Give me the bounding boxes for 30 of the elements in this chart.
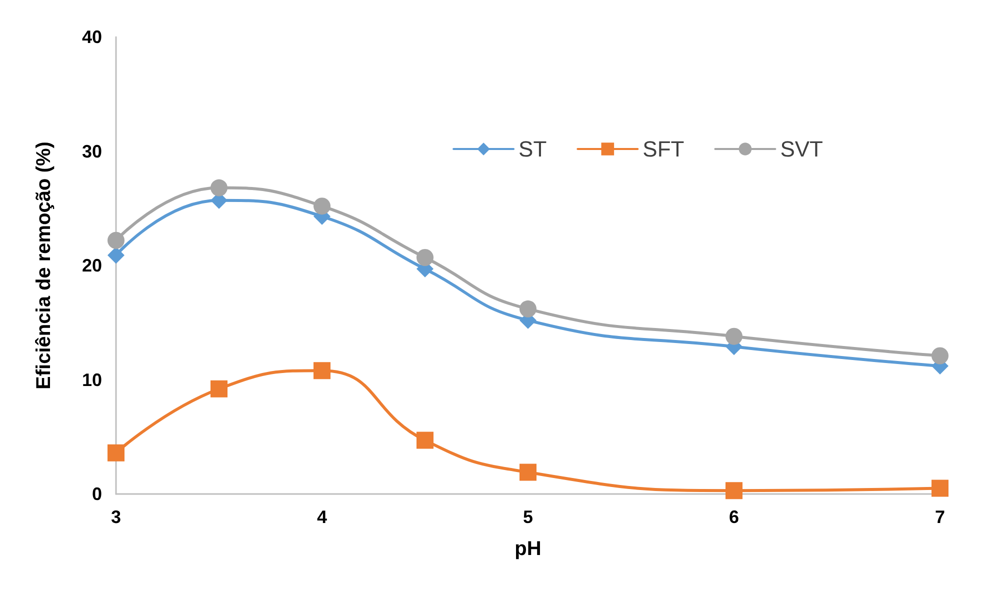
y-tick-label: 0 — [92, 484, 102, 504]
y-tick-label: 40 — [82, 27, 102, 47]
point — [726, 482, 742, 500]
y-tick-label: 30 — [82, 141, 102, 162]
x-tick-label: 6 — [728, 507, 740, 527]
x-tick-label: 3 — [110, 507, 122, 527]
point — [108, 246, 124, 264]
point — [314, 198, 330, 215]
y-axis-title: Eficiência de remoção (%) — [33, 142, 55, 390]
legend-label: ST — [518, 136, 547, 162]
point — [314, 362, 330, 380]
point — [416, 249, 434, 266]
x-tick-label: 7 — [934, 507, 946, 527]
point — [210, 179, 228, 196]
point — [932, 480, 948, 497]
point — [520, 464, 536, 481]
point — [210, 380, 228, 398]
y-tick-label: 10 — [82, 370, 102, 390]
legend-label: SFT — [642, 136, 684, 162]
point — [520, 300, 536, 318]
y-tick-label: 20 — [82, 256, 102, 276]
point — [416, 432, 434, 449]
point — [108, 444, 124, 462]
point — [108, 232, 124, 249]
point — [932, 347, 948, 364]
x-tick-label: 4 — [316, 507, 328, 527]
point — [726, 328, 742, 345]
x-tick-label: 5 — [522, 507, 534, 527]
x-axis-title: pH — [514, 538, 542, 560]
legend-label: SVT — [780, 136, 824, 162]
